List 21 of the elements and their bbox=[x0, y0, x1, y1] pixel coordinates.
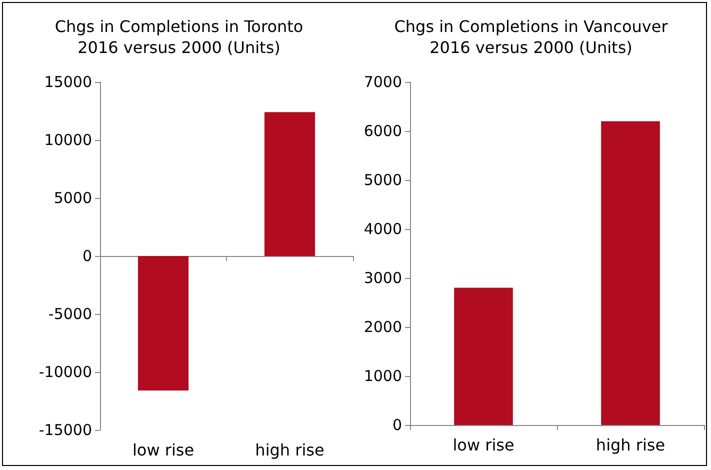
y-tick-label: 1000 bbox=[364, 367, 402, 385]
y-tick-label: 5000 bbox=[54, 189, 92, 207]
y-tick-label: -10000 bbox=[38, 363, 92, 381]
y-tick-label: 7000 bbox=[364, 73, 402, 91]
x-tick-label: high rise bbox=[255, 440, 324, 460]
y-tick-label: 10000 bbox=[44, 131, 92, 149]
y-tick-label: 3000 bbox=[364, 269, 402, 287]
y-tick-label: -15000 bbox=[38, 421, 92, 439]
y-tick-label: 5000 bbox=[364, 171, 402, 189]
y-tick-label: 0 bbox=[392, 416, 402, 434]
x-tick-label: low rise bbox=[452, 436, 514, 454]
y-tick-label: 4000 bbox=[364, 220, 402, 238]
y-tick-label: -5000 bbox=[48, 305, 92, 323]
y-tick-label: 0 bbox=[82, 247, 92, 265]
y-tick-label: 2000 bbox=[364, 318, 402, 336]
y-tick-label: 15000 bbox=[44, 73, 92, 91]
chart-title: Chgs in Completions in Toronto 2016 versus 2000 (Units) bbox=[54, 17, 304, 57]
x-tick-label: low rise bbox=[132, 440, 194, 460]
y-tick-label: 6000 bbox=[364, 122, 402, 140]
chart-title: Chgs in Completions in Vancouver 2016 versus 2000 (Units) bbox=[394, 17, 668, 57]
x-tick-label: high rise bbox=[596, 436, 666, 454]
